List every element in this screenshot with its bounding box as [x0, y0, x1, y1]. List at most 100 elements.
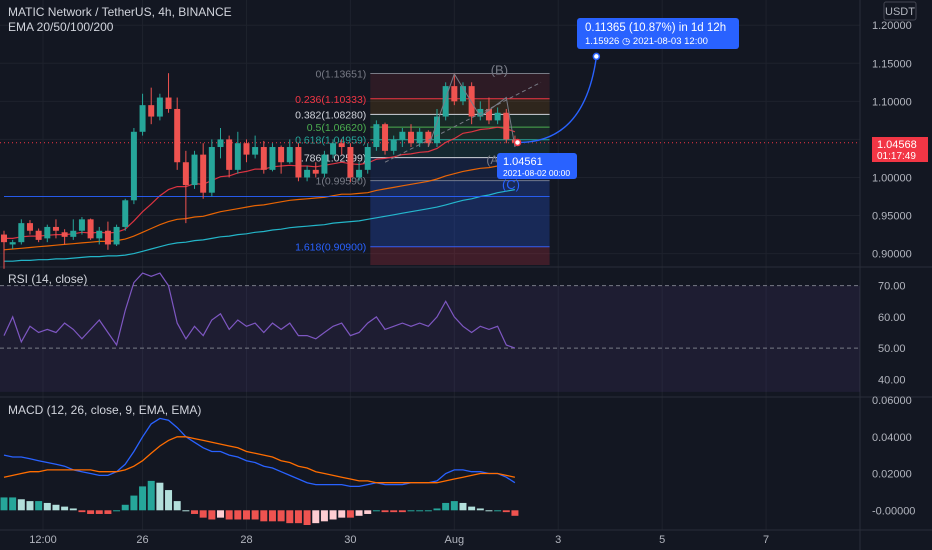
- macd-histogram-bar: [329, 510, 337, 520]
- rsi-background-band: [0, 285, 860, 392]
- wave-label-c: (C): [502, 177, 520, 192]
- fib-level-label: 0.5(1.06620): [307, 122, 367, 134]
- candle-body: [18, 223, 25, 243]
- rsi-tick-label: 50.00: [878, 343, 906, 355]
- candle-body: [44, 226, 51, 239]
- fib-retracement[interactable]: 0(1.13651)0.236(1.10333)0.382(1.08280)0.…: [295, 69, 550, 254]
- macd-tick-label: -0.00000: [872, 505, 915, 517]
- candle-body: [113, 226, 120, 245]
- measure-line-2: 1.15926 ◷ 2021-08-03 12:00: [585, 36, 708, 47]
- measure-tooltip[interactable]: 0.11365 (10.87%) in 1d 12h 1.15926 ◷ 202…: [577, 18, 739, 49]
- candle-body: [200, 154, 207, 193]
- ema-indicator-label[interactable]: EMA 20/50/100/200: [8, 20, 114, 34]
- position-zones: [370, 180, 550, 265]
- macd-label[interactable]: MACD (12, 26, close, 9, EMA, EMA): [8, 403, 201, 417]
- measure-line-1: 0.11365 (10.87%) in 1d 12h: [585, 22, 726, 34]
- macd-histogram-bar: [69, 508, 77, 511]
- macd-histogram-bar: [147, 480, 155, 511]
- macd-histogram-bar: [286, 510, 294, 524]
- macd-histogram-bar: [320, 510, 328, 522]
- candle-body: [104, 230, 111, 245]
- rsi-tick-label: 60.00: [878, 312, 906, 324]
- chart-title[interactable]: MATIC Network / TetherUS, 4h, BINANCE: [8, 5, 232, 19]
- price-scale[interactable]: 0.90000 0.95000 1.00000 1.10000 1.15000 1.200…: [872, 20, 915, 517]
- macd-panel[interactable]: [0, 417, 519, 525]
- candle-body: [373, 124, 380, 148]
- macd-histogram-bar: [268, 510, 276, 522]
- candle-body: [96, 230, 103, 239]
- macd-histogram-bar: [424, 510, 432, 512]
- currency-box[interactable]: [883, 1, 917, 21]
- candle-body: [234, 143, 241, 170]
- candle-body: [459, 86, 466, 102]
- macd-histogram-bar: [407, 510, 415, 512]
- candle-body: [1, 234, 7, 243]
- macd-histogram-bar: [26, 501, 34, 511]
- macd-histogram-bar: [113, 510, 121, 512]
- macd-histogram-bar: [139, 486, 147, 511]
- macd-histogram-bar: [251, 510, 259, 520]
- rsi-tick-label: 40.00: [878, 374, 906, 386]
- candle-body: [338, 143, 345, 148]
- price-tick-label: 1.00000: [872, 172, 912, 184]
- candle-body: [399, 131, 406, 140]
- candle-body: [503, 112, 510, 140]
- macd-histogram-bar: [468, 506, 476, 511]
- candle-body: [425, 131, 432, 144]
- candle-body: [416, 131, 423, 144]
- time-tick-label: 26: [136, 534, 148, 546]
- candle-body: [408, 131, 415, 144]
- candle-body: [226, 139, 233, 170]
- macd-histogram-bar: [0, 497, 8, 511]
- candle-body: [434, 116, 440, 144]
- macd-histogram-bar: [35, 501, 43, 511]
- fib-band: [370, 127, 550, 140]
- fib-level-label: 1(0.99590): [316, 176, 367, 188]
- macd-histogram-bar: [9, 497, 17, 511]
- macd-histogram-bar: [217, 510, 224, 518]
- macd-tick-label: 0.02000: [872, 469, 912, 481]
- candle-body: [269, 147, 276, 170]
- candle-body: [148, 105, 155, 117]
- macd-histogram-bar: [242, 510, 250, 520]
- candle-body: [321, 154, 328, 174]
- macd-histogram-bar: [43, 502, 51, 511]
- candle-body: [87, 219, 94, 239]
- candle-body: [442, 86, 449, 117]
- macd-histogram-bar: [191, 510, 199, 514]
- macd-histogram-bar: [173, 501, 181, 511]
- time-tick-label: 28: [240, 534, 252, 546]
- macd-histogram-bar: [225, 510, 233, 520]
- candle-body: [356, 169, 363, 178]
- macd-histogram-bar: [17, 499, 25, 511]
- macd-histogram-bar: [303, 510, 311, 525]
- candle-body: [52, 226, 59, 231]
- macd-histogram-bar: [199, 510, 207, 518]
- time-tick-label: 3: [555, 534, 561, 546]
- macd-histogram-bar: [372, 510, 380, 512]
- time-tick-label: Aug: [445, 534, 465, 546]
- candlesticks[interactable]: [1, 73, 518, 269]
- candle-body: [312, 169, 319, 174]
- time-axis[interactable]: 12:00 26 28 30 Aug 3 5 7: [29, 534, 769, 546]
- candle-body: [61, 232, 68, 237]
- fib-band: [370, 98, 550, 115]
- macd-histogram-bar: [390, 510, 398, 513]
- rsi-label[interactable]: RSI (14, close): [8, 272, 87, 286]
- candle-body: [208, 147, 215, 193]
- price-tick-label: 1.15000: [872, 58, 912, 70]
- candle-body: [382, 124, 389, 151]
- macd-signal-line: [3, 436, 516, 484]
- candle-body: [174, 108, 181, 163]
- candle-body: [477, 108, 484, 117]
- fib-level-label: 0(1.13651): [316, 69, 367, 81]
- fib-band: [370, 114, 550, 128]
- candle-body: [156, 97, 163, 117]
- rsi-panel[interactable]: [0, 272, 860, 392]
- macd-histogram-bar: [494, 510, 502, 512]
- annotations[interactable]: (B) (C) (A: [384, 52, 601, 192]
- macd-histogram-bar: [485, 510, 493, 512]
- macd-histogram-bar: [104, 510, 112, 514]
